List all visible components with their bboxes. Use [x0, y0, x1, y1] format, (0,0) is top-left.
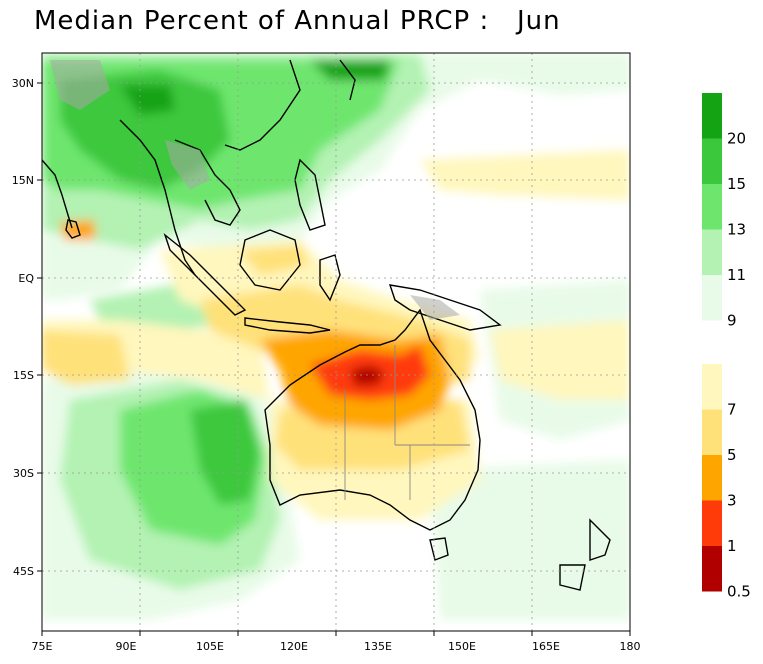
colorbar-label: 0.5 [727, 583, 751, 601]
colorbar-swatch [702, 409, 722, 455]
colorbar-label: 15 [727, 175, 746, 193]
colorbar-label: 9 [727, 312, 737, 330]
lon-label: 180 [620, 640, 641, 653]
colorbar-label: 5 [727, 446, 737, 464]
land-grey [50, 60, 460, 320]
colorbar-swatch [702, 364, 722, 410]
lat-label: 30S [13, 467, 34, 480]
lon-label: 75E [32, 640, 53, 653]
colorbar-label: 13 [727, 221, 746, 239]
colorbar-swatch [702, 229, 722, 275]
colorbar-swatch [702, 275, 722, 321]
lon-label: 135E [364, 640, 392, 653]
lon-label: 120E [280, 640, 308, 653]
colorbar-swatch [702, 184, 722, 230]
lon-label: 150E [448, 640, 476, 653]
colorbar-label: 1 [727, 537, 737, 555]
colorbar-swatch [702, 546, 722, 592]
graticule [42, 53, 630, 631]
coastlines [42, 59, 611, 591]
lat-label: 45S [13, 565, 34, 578]
colorbar-swatch [702, 93, 722, 139]
lon-label: 105E [196, 640, 224, 653]
lon-label: 90E [116, 640, 137, 653]
precip-field [42, 53, 630, 631]
colorbar: 20 15 13 11 9 7 5 3 1 0.5 [702, 93, 751, 601]
colorbar-swatch [702, 455, 722, 501]
lon-label: 165E [532, 640, 560, 653]
axis-ticks [37, 82, 631, 636]
lat-labels: 30N 15N EQ 15S 30S 45S [12, 77, 35, 578]
lat-label: EQ [18, 272, 34, 285]
lon-labels: 75E 90E 105E 120E 135E 150E 165E 180 [32, 640, 641, 653]
colorbar-label: 7 [727, 401, 737, 419]
map-title: Median Percent of Annual PRCP : Jun [34, 6, 561, 36]
colorbar-swatch [702, 500, 722, 546]
colorbar-label: 11 [727, 266, 746, 284]
colorbar-label: 20 [727, 130, 746, 148]
lat-label: 15S [13, 369, 34, 382]
lat-label: 30N [12, 77, 34, 90]
state-borders [344, 345, 470, 500]
colorbar-swatch [702, 138, 722, 184]
colorbar-label: 3 [727, 492, 737, 510]
lat-label: 15N [12, 174, 34, 187]
